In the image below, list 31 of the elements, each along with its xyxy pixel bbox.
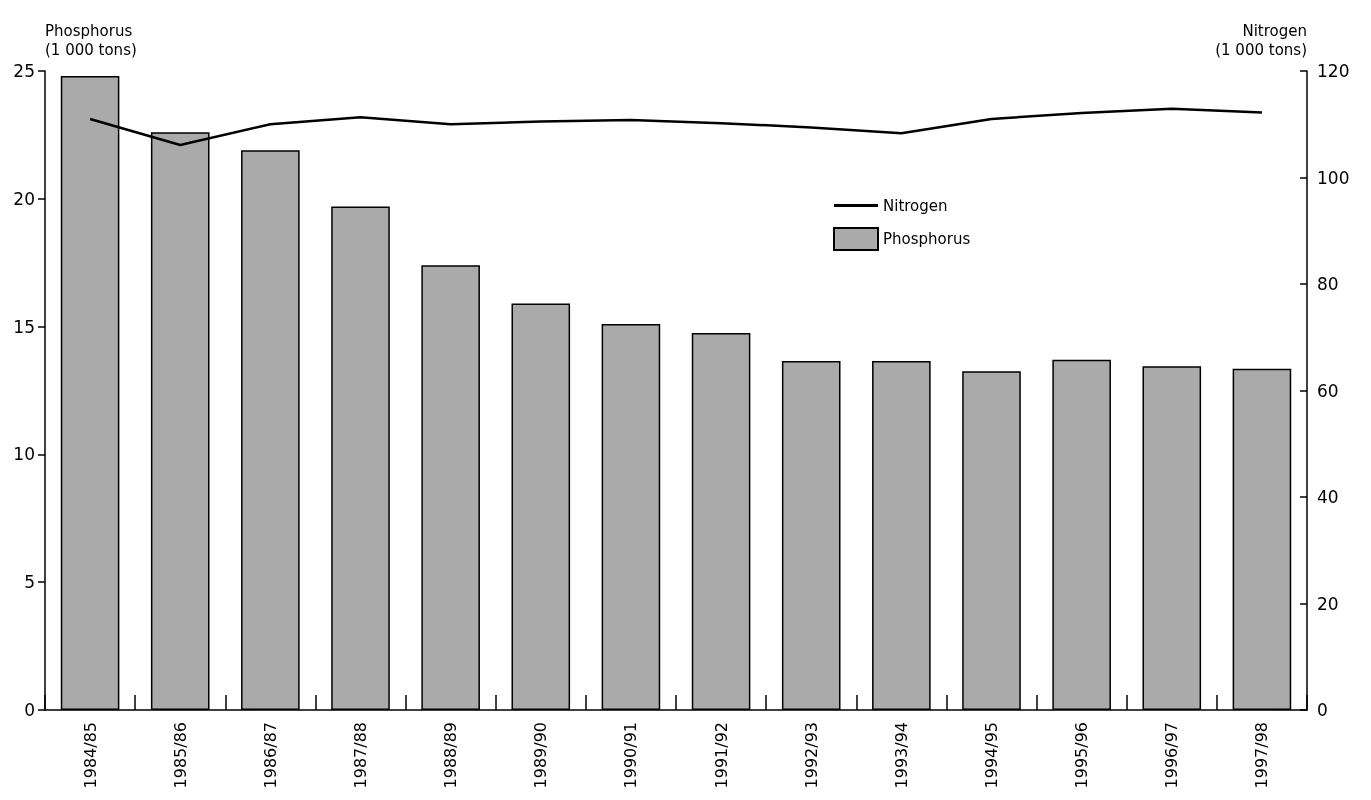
y2-tick-label: 20 (1317, 593, 1339, 614)
y2-tick-label: 60 (1317, 380, 1339, 401)
x-tick-label: 1985/86 (170, 722, 190, 789)
x-tick-label: 1984/85 (80, 722, 100, 789)
y-tick-label: 25 (13, 61, 35, 81)
x-tick-label: 1986/87 (260, 722, 280, 789)
y-tick-label: 15 (13, 316, 35, 337)
x-tick-label: 1995/96 (1072, 722, 1092, 789)
y-tick-label: 10 (13, 444, 35, 465)
x-tick-label: 1996/97 (1162, 722, 1182, 789)
x-tick-label: 1988/89 (441, 722, 461, 789)
y2-tick-label: 100 (1317, 167, 1350, 188)
y2-tick-label: 0 (1317, 700, 1328, 720)
y2-tick-label: 120 (1317, 61, 1350, 81)
x-tick-label: 1990/91 (621, 722, 641, 789)
y2-tick-label: 40 (1317, 487, 1339, 507)
y2-tick-label: 80 (1317, 274, 1339, 294)
x-tick-label: 1989/90 (531, 722, 551, 789)
y2-axis-title: Nitrogen (1 000 tons) (1215, 21, 1307, 59)
y-tick-label: 20 (13, 188, 35, 209)
x-tick-label: 1987/88 (351, 722, 370, 789)
x-tick-label: 1992/93 (801, 722, 821, 789)
x-tick-label: 1993/94 (891, 722, 911, 789)
legend-label: Phosphorus (883, 230, 971, 248)
y-axis-title: Phosphorus (1 000 tons) (45, 21, 137, 59)
x-tick-label: 1994/95 (982, 722, 1001, 789)
y-tick-label: 0 (24, 700, 35, 720)
y-tick-label: 5 (24, 572, 35, 593)
x-tick-label: 1991/92 (711, 722, 731, 789)
legend-label: Nitrogen (883, 196, 948, 215)
x-tick-label: 1997/98 (1252, 722, 1272, 789)
